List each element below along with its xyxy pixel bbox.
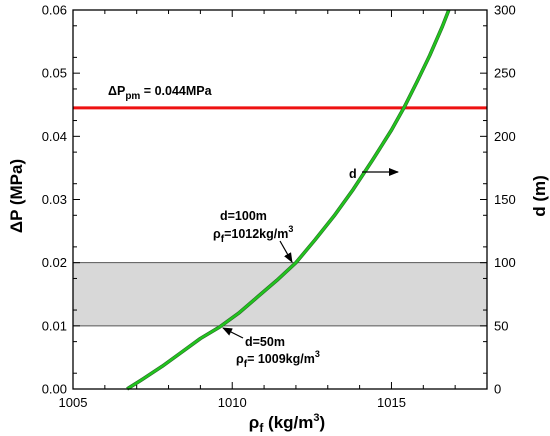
y-left-tick-label: 0.05 — [42, 66, 67, 81]
threshold-label-rest: = 0.044MPa — [140, 84, 212, 98]
threshold-label-sub: pm — [125, 91, 140, 102]
y-left-axis-label-main: P (MPa) — [7, 159, 26, 221]
annotation-100m-sub: f — [221, 234, 225, 245]
y-left-axis-label: ΔP (MPa) — [7, 159, 26, 233]
annotation-100m-rho: ρ — [213, 227, 221, 241]
x-axis-ticks: 1005 1010 1015 — [59, 10, 488, 410]
y-left-tick-label: 0.02 — [42, 255, 67, 270]
y-left-axis-label-prefix: Δ — [7, 221, 26, 233]
annotation-d-label: d — [349, 167, 357, 181]
y-right-tick-label: 0 — [494, 382, 501, 397]
annotation-50m-line1: d=50m — [245, 335, 285, 349]
shaded-band — [73, 262, 487, 326]
annotation-50m-line2: ρf= 1009kg/m3 — [236, 349, 320, 370]
x-tick-label: 1010 — [218, 395, 247, 410]
d-curve-outline — [126, 9, 451, 391]
y-right-tick-label: 150 — [494, 192, 516, 207]
y-left-tick-label: 0.04 — [42, 129, 67, 144]
y-right-tick-label: 100 — [494, 255, 516, 270]
y-right-axis-ticks: 0 50 100 150 200 250 300 — [480, 3, 516, 397]
x-axis-label-sup: 3 — [313, 412, 319, 424]
y-right-tick-label: 50 — [494, 318, 508, 333]
x-axis-label-sub: f — [259, 421, 264, 435]
y-right-axis-label: d (m) — [530, 175, 549, 217]
x-axis-label-unit: (kg/m — [263, 413, 313, 432]
y-left-tick-label: 0.01 — [42, 318, 67, 333]
y-left-tick-label: 0.00 — [42, 382, 67, 397]
x-axis-label: ρf (kg/m3) — [249, 412, 325, 435]
annotation-100m-sup: 3 — [288, 224, 293, 234]
y-left-tick-label: 0.06 — [42, 3, 67, 18]
threshold-label: ΔPpm = 0.044MPa — [108, 84, 213, 102]
annotation-50m-rest: = 1009kg/m — [247, 352, 315, 366]
y-left-axis-ticks: 0.00 0.01 0.02 0.03 0.04 0.05 0.06 — [42, 3, 80, 397]
d-curve — [126, 9, 450, 391]
annotation-100m-line1: d=100m — [220, 209, 267, 223]
y-left-tick-label: 0.03 — [42, 192, 67, 207]
x-axis-label-close: ) — [320, 413, 326, 432]
annotation-50m-arrow — [222, 327, 244, 339]
annotation-50m-rho: ρ — [236, 352, 244, 366]
x-tick-label: 1005 — [59, 395, 88, 410]
threshold-label-prefix: ΔP — [108, 84, 125, 98]
annotation-50m-sub: f — [244, 359, 248, 370]
x-axis-label-main: ρ — [249, 413, 260, 432]
x-tick-label: 1015 — [377, 395, 406, 410]
annotation-100m-rest: =1012kg/m — [224, 227, 288, 241]
y-right-tick-label: 200 — [494, 129, 516, 144]
y-right-tick-label: 250 — [494, 66, 516, 81]
annotation-100m-arrow — [279, 240, 293, 263]
y-right-tick-label: 300 — [494, 3, 516, 18]
annotation-50m-sup: 3 — [315, 349, 320, 359]
annotation-100m-line2: ρf=1012kg/m3 — [213, 224, 293, 245]
